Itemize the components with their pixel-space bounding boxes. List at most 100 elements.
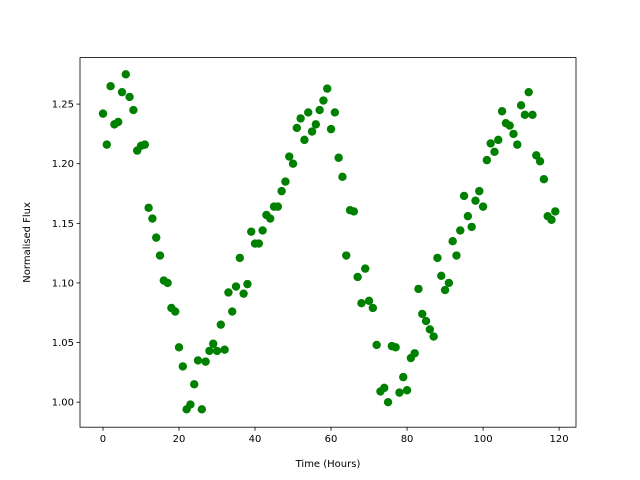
point xyxy=(266,214,275,223)
point xyxy=(433,253,442,263)
y-tick-label: 1.05 xyxy=(52,338,74,349)
point xyxy=(201,357,210,366)
x-tick-label: 40 xyxy=(249,434,262,445)
point xyxy=(231,282,241,291)
point xyxy=(547,215,556,224)
point xyxy=(452,251,461,260)
point xyxy=(144,203,153,213)
point xyxy=(209,339,218,348)
point xyxy=(148,214,157,223)
point xyxy=(383,397,393,407)
point xyxy=(478,202,488,211)
point xyxy=(425,325,435,334)
point xyxy=(528,110,537,120)
point xyxy=(254,239,264,248)
y-tick-label: 1.15 xyxy=(52,219,74,230)
x-axis-label: Time (Hours) xyxy=(295,459,361,470)
x-tick-label: 60 xyxy=(325,434,338,445)
x-tick-label: 100 xyxy=(474,434,493,445)
point xyxy=(98,109,108,118)
point xyxy=(190,380,199,389)
point xyxy=(467,222,476,232)
point xyxy=(524,87,533,97)
point xyxy=(152,233,161,242)
point xyxy=(243,279,252,289)
point xyxy=(140,140,150,149)
point xyxy=(513,140,522,149)
point xyxy=(163,278,172,288)
point xyxy=(323,84,332,93)
y-tick-label: 1.00 xyxy=(52,398,74,409)
point xyxy=(395,388,404,397)
point xyxy=(494,135,503,145)
point xyxy=(475,186,484,196)
point xyxy=(326,124,336,134)
point xyxy=(490,147,499,156)
point xyxy=(361,264,370,273)
point xyxy=(186,400,195,409)
point xyxy=(216,320,226,329)
point xyxy=(212,346,222,356)
point xyxy=(380,383,389,393)
point xyxy=(205,346,214,356)
point xyxy=(224,288,233,297)
point xyxy=(342,251,351,260)
point xyxy=(421,316,431,326)
point xyxy=(414,284,423,294)
point xyxy=(482,155,492,165)
y-tick-label: 1.20 xyxy=(52,159,74,170)
point xyxy=(440,285,450,295)
point xyxy=(357,299,366,308)
point xyxy=(410,349,419,358)
point xyxy=(277,186,286,196)
point xyxy=(292,123,302,133)
point xyxy=(304,108,313,117)
point xyxy=(193,356,203,365)
point xyxy=(319,96,328,105)
point xyxy=(551,207,560,216)
point xyxy=(296,114,305,123)
point xyxy=(463,211,473,221)
point xyxy=(368,303,378,313)
point xyxy=(197,405,207,414)
point xyxy=(288,159,298,168)
point xyxy=(178,362,188,371)
point xyxy=(129,105,138,115)
point xyxy=(285,152,294,161)
point xyxy=(372,340,381,350)
x-tick-label: 20 xyxy=(173,434,186,445)
point xyxy=(532,151,541,160)
point xyxy=(429,332,438,341)
point xyxy=(402,386,412,395)
point xyxy=(535,157,545,166)
point xyxy=(444,278,454,288)
point xyxy=(539,175,549,184)
y-axis-label: Normalised Flux xyxy=(22,202,33,283)
x-tick-label: 80 xyxy=(401,434,414,445)
point xyxy=(273,202,283,211)
x-tick-label: 120 xyxy=(550,434,569,445)
point xyxy=(113,117,123,127)
point xyxy=(459,191,469,201)
point xyxy=(349,207,359,216)
point xyxy=(155,251,165,260)
point xyxy=(228,307,237,316)
point xyxy=(334,153,343,162)
point xyxy=(486,139,495,148)
point xyxy=(516,101,526,110)
x-tick-label: 0 xyxy=(100,434,106,445)
point xyxy=(353,272,362,282)
point xyxy=(125,92,134,102)
point xyxy=(315,105,324,115)
point xyxy=(456,226,465,235)
point xyxy=(300,135,309,145)
point xyxy=(174,343,184,352)
point xyxy=(106,82,115,91)
point xyxy=(239,289,248,298)
point xyxy=(117,87,127,97)
point xyxy=(437,271,446,280)
point xyxy=(497,107,507,116)
